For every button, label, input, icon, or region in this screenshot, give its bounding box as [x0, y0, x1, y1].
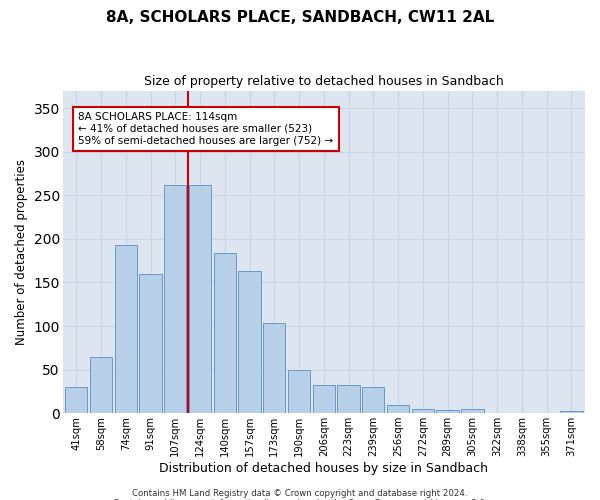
Bar: [238, 271, 261, 414]
Bar: [288, 370, 310, 414]
Bar: [560, 410, 583, 414]
Text: 8A SCHOLARS PLACE: 114sqm
← 41% of detached houses are smaller (523)
59% of semi: 8A SCHOLARS PLACE: 114sqm ← 41% of detac…: [79, 112, 334, 146]
Text: Contains public sector information licensed under the Open Government Licence v3: Contains public sector information licen…: [113, 498, 487, 500]
Text: Contains HM Land Registry data © Crown copyright and database right 2024.: Contains HM Land Registry data © Crown c…: [132, 488, 468, 498]
Text: 8A, SCHOLARS PLACE, SANDBACH, CW11 2AL: 8A, SCHOLARS PLACE, SANDBACH, CW11 2AL: [106, 10, 494, 25]
Bar: [65, 387, 88, 413]
Bar: [139, 274, 162, 414]
Bar: [337, 384, 360, 414]
Y-axis label: Number of detached properties: Number of detached properties: [15, 159, 28, 345]
Bar: [164, 185, 187, 414]
Bar: [436, 410, 459, 414]
Bar: [263, 324, 286, 414]
Bar: [313, 384, 335, 414]
Bar: [387, 404, 409, 413]
Bar: [90, 356, 112, 414]
X-axis label: Distribution of detached houses by size in Sandbach: Distribution of detached houses by size …: [160, 462, 488, 475]
Title: Size of property relative to detached houses in Sandbach: Size of property relative to detached ho…: [144, 75, 504, 88]
Bar: [362, 387, 385, 413]
Bar: [115, 245, 137, 414]
Bar: [412, 409, 434, 414]
Bar: [461, 409, 484, 414]
Bar: [214, 253, 236, 414]
Bar: [189, 185, 211, 414]
